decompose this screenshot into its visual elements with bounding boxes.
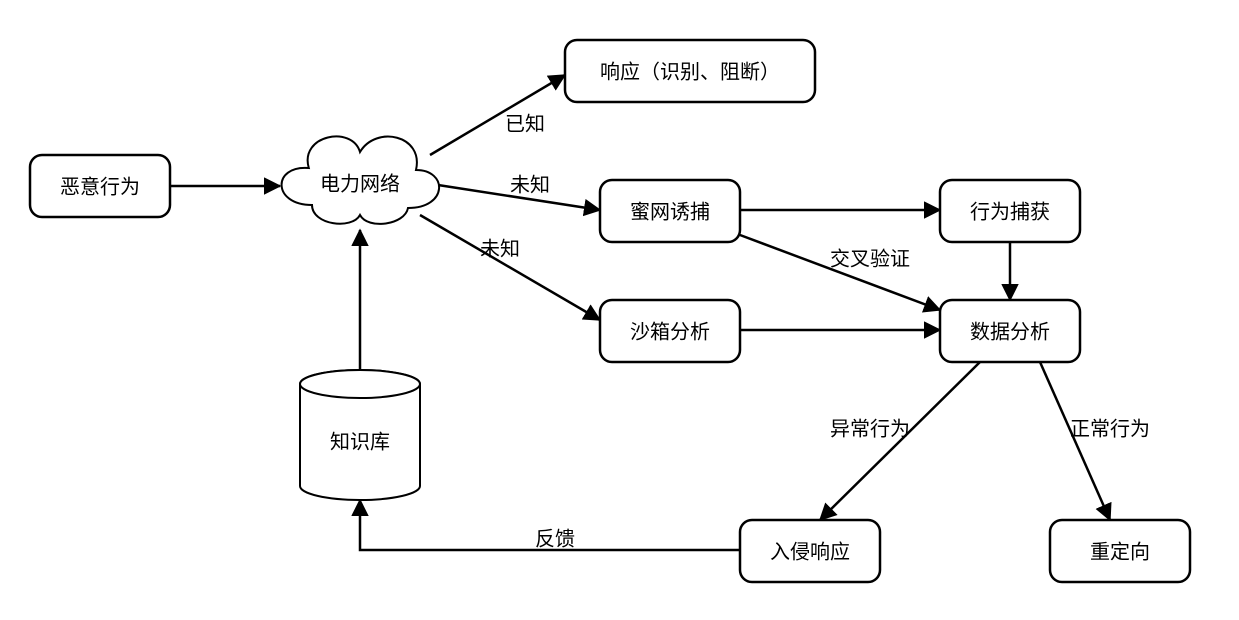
- edge-label-e7: 交叉验证: [830, 247, 910, 270]
- edge-e10: [1040, 362, 1110, 520]
- edge-e4: [420, 215, 600, 320]
- node-label-sandbox: 沙箱分析: [630, 320, 710, 343]
- edge-e7: [740, 235, 940, 310]
- node-label-analysis: 数据分析: [970, 320, 1050, 343]
- edge-label-e11: 反馈: [535, 527, 575, 550]
- node-label-intrusion: 入侵响应: [770, 540, 850, 563]
- edge-label-e9: 异常行为: [830, 417, 910, 440]
- flowchart-diagram: 已知未知未知交叉验证异常行为正常行为反馈恶意行为电力网络响应（识别、阻断）蜜网诱…: [0, 0, 1239, 620]
- node-label-malicious: 恶意行为: [60, 175, 140, 198]
- edge-label-e2: 已知: [505, 112, 545, 135]
- node-label-knowledge: 知识库: [330, 430, 390, 453]
- node-label-response: 响应（识别、阻断）: [600, 60, 780, 83]
- cylinder-top-knowledge: [300, 370, 420, 398]
- edge-e9: [820, 362, 980, 520]
- node-label-capture: 行为捕获: [970, 200, 1050, 223]
- edge-label-e4: 未知: [480, 237, 520, 260]
- edge-label-e10: 正常行为: [1070, 417, 1150, 440]
- node-label-power_net: 电力网络: [320, 172, 400, 195]
- edge-label-e3: 未知: [510, 173, 550, 196]
- node-label-redirect: 重定向: [1090, 540, 1150, 563]
- node-label-honeynet: 蜜网诱捕: [630, 200, 710, 223]
